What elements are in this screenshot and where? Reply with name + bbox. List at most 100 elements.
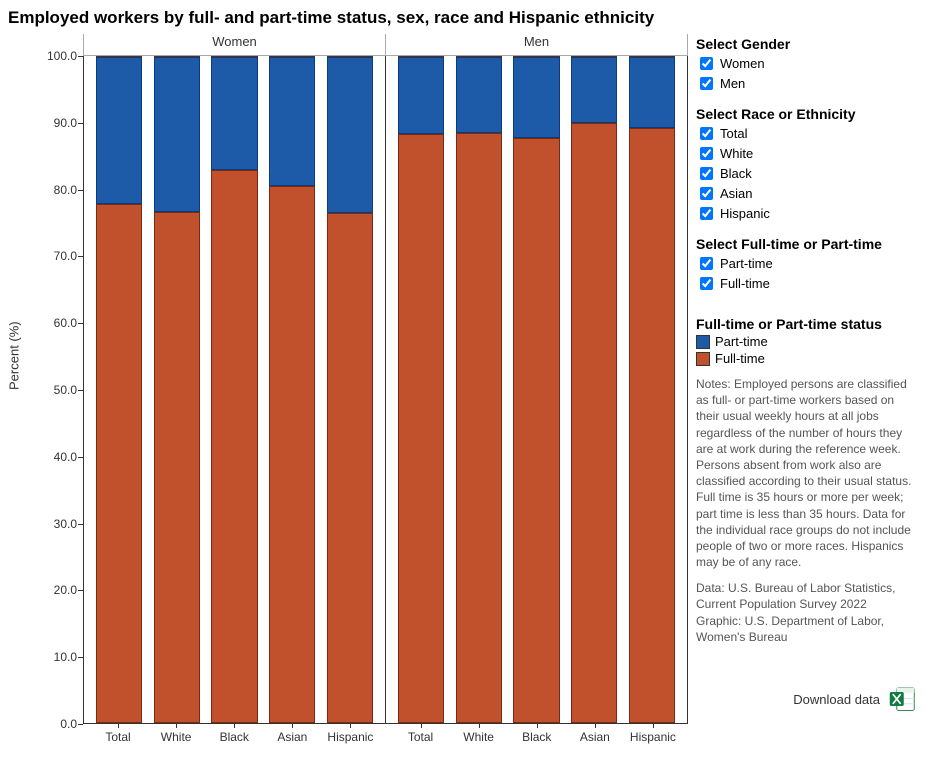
x-category-label: White (147, 724, 205, 754)
legend-item: Full-time (696, 351, 916, 366)
gender-option[interactable]: Men (696, 74, 916, 93)
race-option[interactable]: White (696, 144, 916, 163)
bar-segment-part-time (211, 57, 257, 170)
main-container: Women Men Percent (%) 0.0 10.0 20.0 30.0 40.… (8, 34, 924, 754)
chart-source: Data: U.S. Bureau of Labor Statistics, C… (696, 580, 916, 645)
facet-header-women: Women (83, 34, 385, 55)
bar-segment-full-time (211, 170, 257, 723)
x-category-label: Hispanic (321, 724, 379, 754)
y-axis-label: Percent (%) (7, 321, 22, 390)
facet-header-men: Men (385, 34, 688, 55)
race-label: Asian (720, 186, 753, 201)
y-tick-label: 50.0 (54, 383, 77, 397)
y-tick-label: 20.0 (54, 583, 77, 597)
race-filter-title: Select Race or Ethnicity (696, 106, 916, 122)
download-label: Download data (793, 692, 880, 707)
ftpt-label: Full-time (720, 276, 770, 291)
x-category-label: White (450, 724, 508, 754)
y-tick-label: 60.0 (54, 316, 77, 330)
y-tick-label: 40.0 (54, 450, 77, 464)
legend-swatch (696, 352, 710, 366)
race-checkbox[interactable] (700, 167, 713, 180)
bar-segment-part-time (513, 57, 559, 138)
x-axis-labels: TotalWhiteBlackAsianHispanic TotalWhiteB… (83, 724, 688, 754)
y-tick-label: 30.0 (54, 517, 77, 531)
gender-checkbox[interactable] (700, 77, 713, 90)
bar-segment-full-time (513, 138, 559, 723)
x-category-label: Hispanic (624, 724, 682, 754)
race-checkbox[interactable] (700, 187, 713, 200)
race-label: Total (720, 126, 747, 141)
x-category-label: Black (205, 724, 263, 754)
bar-segment-full-time (96, 204, 142, 723)
x-category-label: Black (508, 724, 566, 754)
bar-women-asian[interactable] (269, 56, 315, 723)
race-label: Hispanic (720, 206, 770, 221)
chart-notes: Notes: Employed persons are classified a… (696, 376, 916, 570)
chart-title: Employed workers by full- and part-time … (8, 8, 924, 28)
race-label: Black (720, 166, 752, 181)
plot-region (83, 56, 688, 724)
y-tick-label: 80.0 (54, 183, 77, 197)
ftpt-label: Part-time (720, 256, 773, 271)
bar-segment-part-time (571, 57, 617, 123)
race-option[interactable]: Black (696, 164, 916, 183)
bar-men-white[interactable] (456, 56, 502, 723)
race-checkbox[interactable] (700, 207, 713, 220)
x-category-label: Total (392, 724, 450, 754)
y-tick-label: 10.0 (54, 650, 77, 664)
bar-segment-full-time (629, 128, 675, 723)
bar-segment-full-time (154, 212, 200, 723)
x-category-label: Asian (263, 724, 321, 754)
y-tick-label: 70.0 (54, 249, 77, 263)
race-checkbox[interactable] (700, 127, 713, 140)
download-row[interactable]: Download data (696, 685, 916, 713)
bar-women-white[interactable] (154, 56, 200, 723)
bar-segment-part-time (456, 57, 502, 133)
bar-segment-full-time (571, 123, 617, 723)
legend-label: Part-time (715, 334, 768, 349)
race-option[interactable]: Asian (696, 184, 916, 203)
race-checkbox[interactable] (700, 147, 713, 160)
legend-item: Part-time (696, 334, 916, 349)
facet-headers: Women Men (83, 34, 688, 56)
bar-segment-part-time (327, 57, 373, 213)
bar-segment-part-time (398, 57, 444, 134)
panel-women (84, 56, 386, 723)
x-category-label: Asian (566, 724, 624, 754)
bar-women-hispanic[interactable] (327, 56, 373, 723)
bar-segment-part-time (629, 57, 675, 128)
bar-women-total[interactable] (96, 56, 142, 723)
chart-area: Women Men Percent (%) 0.0 10.0 20.0 30.0 40.… (8, 34, 688, 754)
y-tick-label: 100.0 (47, 49, 77, 63)
bar-segment-part-time (154, 57, 200, 212)
bar-segment-full-time (398, 134, 444, 723)
ftpt-checkbox[interactable] (700, 277, 713, 290)
y-axis: Percent (%) 0.010.020.030.040.050.060.07… (8, 56, 83, 724)
bar-men-black[interactable] (513, 56, 559, 723)
bar-men-total[interactable] (398, 56, 444, 723)
gender-label: Women (720, 56, 765, 71)
ftpt-checkbox[interactable] (700, 257, 713, 270)
legend-swatch (696, 335, 710, 349)
bar-segment-full-time (269, 186, 315, 723)
bar-men-hispanic[interactable] (629, 56, 675, 723)
gender-label: Men (720, 76, 745, 91)
y-tick-label: 90.0 (54, 116, 77, 130)
race-option[interactable]: Hispanic (696, 204, 916, 223)
ftpt-option[interactable]: Full-time (696, 274, 916, 293)
x-category-label: Total (89, 724, 147, 754)
gender-option[interactable]: Women (696, 54, 916, 73)
panel-men (386, 56, 688, 723)
bar-segment-part-time (269, 57, 315, 186)
bar-women-black[interactable] (211, 56, 257, 723)
y-tick-label: 0.0 (60, 717, 77, 731)
legend-label: Full-time (715, 351, 765, 366)
race-option[interactable]: Total (696, 124, 916, 143)
bar-segment-part-time (96, 57, 142, 204)
bar-men-asian[interactable] (571, 56, 617, 723)
ftpt-option[interactable]: Part-time (696, 254, 916, 273)
bar-segment-full-time (327, 213, 373, 723)
gender-checkbox[interactable] (700, 57, 713, 70)
excel-icon[interactable] (888, 685, 916, 713)
